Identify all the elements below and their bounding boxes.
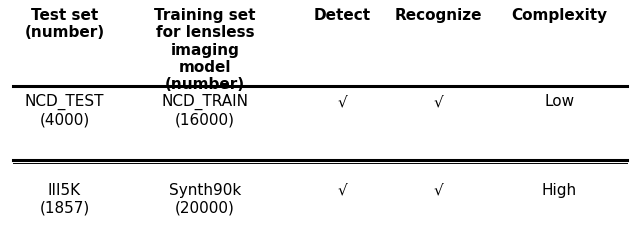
- Text: Complexity: Complexity: [511, 8, 607, 23]
- Text: Recognize: Recognize: [394, 8, 482, 23]
- Text: Training set
for lensless
imaging
model
(number): Training set for lensless imaging model …: [154, 8, 256, 92]
- Text: Detect: Detect: [314, 8, 371, 23]
- Text: √: √: [337, 94, 348, 109]
- Text: High: High: [542, 183, 577, 198]
- Text: Low: Low: [545, 94, 575, 109]
- Text: Test set
(number): Test set (number): [24, 8, 104, 40]
- Text: NCD_TRAIN
(16000): NCD_TRAIN (16000): [161, 94, 248, 128]
- Text: √: √: [433, 94, 443, 109]
- Text: Synth90k
(20000): Synth90k (20000): [169, 183, 241, 215]
- Text: √: √: [337, 183, 348, 198]
- Text: NCD_TEST
(4000): NCD_TEST (4000): [25, 94, 104, 128]
- Text: √: √: [433, 183, 443, 198]
- Text: III5K
(1857): III5K (1857): [40, 183, 90, 215]
